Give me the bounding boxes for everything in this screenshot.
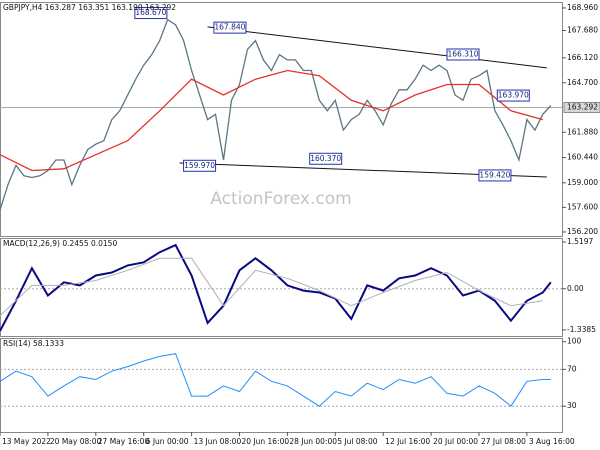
panel-frame <box>0 338 563 433</box>
panel-title: MACD(12,26,9) 0.2455 0.0150 <box>3 239 117 248</box>
series-line <box>0 243 552 332</box>
annotation-box <box>446 48 480 61</box>
y-tick-label: 1.5197 <box>567 237 593 246</box>
series-line <box>0 18 552 211</box>
y-tick-label: 70 <box>567 364 577 373</box>
annotation-box <box>496 89 530 102</box>
x-tick-label: 6 Jun 00:00 <box>146 437 189 446</box>
y-tick-label: 164.700 <box>567 78 598 87</box>
y-tick-label: 0.00 <box>567 284 584 293</box>
x-tick-label: 3 Aug 16:00 <box>529 437 575 446</box>
annotation-label: 168.670 <box>135 8 166 17</box>
annotation-label: 166.310 <box>448 49 479 58</box>
panel-title: GBPJPY,H4 163.287 163.351 163.190 163.29… <box>3 3 176 12</box>
current-price-box <box>563 101 600 113</box>
y-tick-label: 161.880 <box>567 127 598 136</box>
annotation-label: 163.970 <box>498 91 529 100</box>
annotation-label: 160.370 <box>310 154 341 163</box>
y-tick-label: 167.680 <box>567 25 598 34</box>
trendline <box>207 26 547 69</box>
annotation-label: 167.840 <box>214 23 245 32</box>
y-tick-label: 166.120 <box>567 53 598 62</box>
y-tick-label: 157.600 <box>567 202 598 211</box>
panel-title: RSI(14) 58.1333 <box>3 339 64 348</box>
x-tick-label: 20 Jul 00:00 <box>433 437 478 446</box>
series-line <box>0 69 543 172</box>
x-tick-label: 28 Jun 00:00 <box>289 437 337 446</box>
y-tick-label: 100 <box>567 337 582 346</box>
annotation-box <box>478 169 512 182</box>
y-tick-label: 156.200 <box>567 227 598 236</box>
annotation-label: 159.420 <box>479 170 510 179</box>
x-tick-label: 13 May 2022 <box>2 437 51 446</box>
x-tick-label: 5 Jul 08:00 <box>337 437 377 446</box>
x-tick-label: 27 May 16:00 <box>98 437 150 446</box>
x-tick-label: 12 Jul 16:00 <box>385 437 430 446</box>
y-tick-label: 159.000 <box>567 178 598 187</box>
x-tick-label: 20 May 08:00 <box>50 437 102 446</box>
panel-frame <box>0 238 563 337</box>
series-line <box>0 257 543 317</box>
annotation-label: 159.970 <box>184 161 215 170</box>
annotation-box <box>183 159 217 172</box>
y-tick-label: 168.960 <box>567 3 598 12</box>
y-tick-label: 30 <box>567 401 577 410</box>
y-tick-label: 160.440 <box>567 153 598 162</box>
annotation-box <box>309 152 343 165</box>
x-tick-label: 20 Jun 16:00 <box>241 437 289 446</box>
annotation-box <box>213 21 247 34</box>
y-tick-label: -1.3385 <box>567 325 596 334</box>
watermark: ActionForex.com <box>210 189 351 209</box>
annotation-box <box>134 7 168 20</box>
series-line <box>0 353 551 407</box>
current-price-label: 163.292 <box>567 102 598 111</box>
x-tick-label: 13 Jun 08:00 <box>194 437 242 446</box>
x-tick-label: 27 Jul 08:00 <box>481 437 526 446</box>
panel-frame <box>0 2 563 237</box>
